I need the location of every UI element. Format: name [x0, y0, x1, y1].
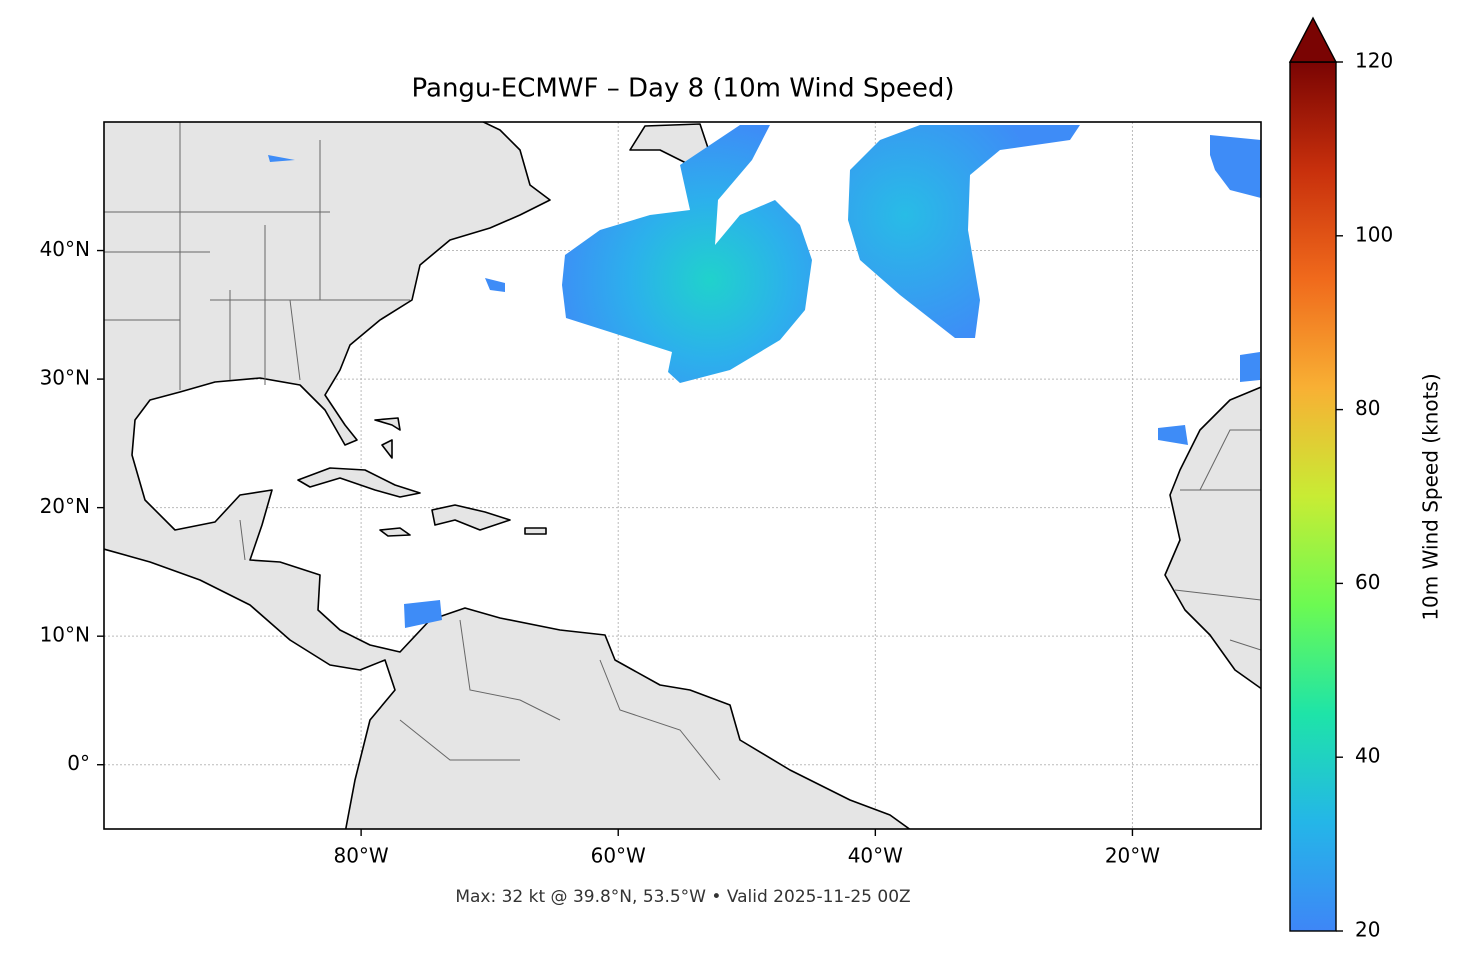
- jamaica: [379, 527, 411, 537]
- footnote: Max: 32 kt @ 39.8°N, 53.5°W • Valid 2025…: [455, 887, 910, 907]
- land: [104, 122, 1261, 829]
- colorbar-tick-label: 100: [1355, 222, 1393, 246]
- x-tick-label: 60°W: [591, 844, 646, 868]
- colorbar-tick-label: 120: [1355, 49, 1393, 73]
- bahamas: [374, 417, 401, 459]
- colorbar-tick-label: 80: [1355, 396, 1380, 420]
- cuba: [297, 467, 421, 498]
- wind-field: [268, 125, 1261, 628]
- y-tick-label: 20°N: [40, 494, 90, 518]
- colorbar-tick-label: 20: [1355, 918, 1380, 942]
- colorbar: 10m Wind Speed (knots) 20 40 60 80 100 120: [1288, 16, 1443, 942]
- puerto-rico: [524, 527, 547, 535]
- borders: [104, 122, 1261, 781]
- colorbar-tick-label: 60: [1355, 570, 1380, 594]
- colorbar-tick-label: 40: [1355, 744, 1380, 768]
- y-tick-label: 30°N: [40, 366, 90, 390]
- y-tick-label: 10°N: [40, 623, 90, 647]
- africa: [1164, 386, 1261, 690]
- hispaniola: [431, 504, 511, 531]
- x-tick-label: 80°W: [333, 844, 388, 868]
- wind-area: [562, 125, 812, 383]
- colorbar-extend: [1288, 16, 1338, 63]
- x-tick-label: 20°W: [1105, 844, 1160, 868]
- y-tick-label: 40°N: [40, 237, 90, 261]
- chart-title: Pangu-ECMWF – Day 8 (10m Wind Speed): [412, 74, 955, 104]
- y-tick-label: 0°: [67, 751, 90, 775]
- wind-area: [848, 125, 1080, 338]
- colorbar-bar: [1289, 61, 1337, 932]
- americas: [104, 122, 911, 829]
- map-layers: [104, 122, 1261, 829]
- border-lines: [104, 122, 1261, 781]
- map-frame: [103, 121, 1262, 830]
- colorbar-label: 10m Wind Speed (knots): [1419, 373, 1443, 620]
- x-tick-label: 40°W: [848, 844, 903, 868]
